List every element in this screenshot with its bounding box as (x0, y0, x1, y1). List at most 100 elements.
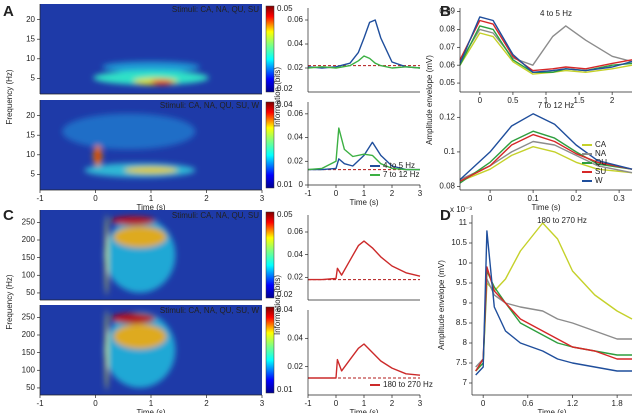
legend-label: 7 to 12 Hz (383, 170, 419, 179)
x-tick-label: 0.6 (522, 399, 534, 408)
x-tick-label: -1 (304, 399, 312, 408)
colorbar (265, 211, 275, 299)
y-tick-label: 0.05 (439, 78, 455, 87)
x-tick-label: 3 (418, 189, 423, 198)
x-tick-label: -1 (36, 194, 44, 203)
y-tick-label: 50 (26, 288, 35, 297)
y-tick-label: 8 (463, 338, 468, 347)
x-tick-label: 0.2 (571, 194, 583, 203)
y-tick-label: 0.04 (287, 133, 303, 142)
x-tick-label: 0.3 (614, 194, 626, 203)
x-tick-label: 3 (418, 399, 423, 408)
chart-title: 7 to 12 Hz (538, 101, 574, 110)
x-tick-label: 2 (390, 189, 395, 198)
x-tick-label: 2 (204, 194, 209, 203)
x-tick-label: 0 (334, 189, 339, 198)
x-tick-label: 0 (478, 96, 483, 105)
x-tick-label: 1 (149, 194, 154, 203)
series-line (307, 19, 421, 69)
x-tick-label: 1.2 (567, 399, 579, 408)
y-tick-label: 100 (22, 270, 36, 279)
panel-label: D (440, 207, 451, 224)
legend-label: QU (595, 158, 607, 167)
heat-blob (124, 166, 178, 174)
y-axis-label: Amplitude envelope (mV) (425, 55, 434, 145)
colorbar-label: 0.04 (277, 305, 293, 314)
x-tick-label: 0.5 (507, 96, 519, 105)
x-tick-label: 1 (149, 399, 154, 408)
y-tick-label: 150 (22, 253, 36, 262)
series-line (308, 141, 420, 171)
heatmap-image (62, 113, 196, 178)
x-axis-label: Time (s) (349, 408, 378, 413)
series-line (459, 113, 633, 181)
colorbar-label: 0.02 (277, 84, 293, 93)
heatmap-image (93, 61, 209, 86)
heat-blob (113, 226, 167, 248)
y-tick-label: 0.04 (287, 250, 303, 259)
y-tick-label: 10.5 (451, 238, 467, 247)
series-line (459, 146, 633, 182)
y-tick-label: 0.02 (287, 272, 303, 281)
y-tick-label: 0.06 (439, 60, 455, 69)
y-tick-label: 5 (31, 169, 36, 178)
x-axis-label: Time (s) (349, 198, 378, 207)
x-tick-label: 0 (334, 399, 339, 408)
series-line (459, 133, 633, 182)
x-tick-label: -1 (304, 189, 312, 198)
legend-label: CA (595, 140, 607, 149)
x-tick-label: 1 (362, 399, 367, 408)
legend-label: 4 to 5 Hz (383, 161, 415, 170)
series-line (459, 19, 633, 72)
y-tick-label: 11 (459, 218, 468, 227)
x-tick-label: 1.5 (574, 96, 586, 105)
x-tick-label: 0 (488, 194, 493, 203)
series-line (475, 230, 632, 376)
x-tick-label: 2 (204, 399, 209, 408)
heatmap-image (104, 309, 176, 391)
series-line (459, 140, 633, 181)
y-multiplier: x 10⁻³ (450, 205, 472, 214)
y-tick-label: 15 (26, 34, 35, 43)
panel-label: A (3, 3, 14, 20)
y-tick-label: 200 (22, 235, 36, 244)
y-tick-label: 8.5 (456, 318, 468, 327)
y-tick-label: 0.08 (439, 182, 455, 191)
y-tick-label: 0.02 (287, 362, 303, 371)
y-axis-label: Information (bits) (273, 275, 282, 335)
y-tick-label: 0.06 (287, 227, 303, 236)
heat-blob (62, 113, 196, 150)
y-tick-label: 100 (22, 365, 36, 374)
heatmap-image (104, 214, 176, 296)
panel-label: C (3, 207, 14, 224)
y-tick-label: 10 (26, 150, 35, 159)
legend-label: 180 to 270 Hz (383, 380, 433, 389)
series-line (459, 32, 633, 75)
x-axis-label: Time (s) (537, 408, 566, 413)
heat-blob (113, 323, 167, 350)
series-line (459, 16, 633, 73)
panel-label: B (440, 3, 451, 20)
heatmap-title: Stimuli: CA, NA, QU, SU, W (160, 101, 260, 110)
series-line (459, 25, 633, 73)
chart-title: 180 to 270 Hz (537, 216, 587, 225)
y-tick-label: 0.04 (287, 39, 303, 48)
x-axis-label: Time (s) (531, 203, 560, 212)
colorbar-label: 0.02 (277, 290, 293, 299)
series-line (459, 130, 633, 184)
y-tick-label: 0.1 (444, 147, 456, 156)
y-axis-label: Information (bits) (273, 67, 282, 127)
x-tick-label: 1 (362, 189, 367, 198)
x-tick-label: 3 (260, 399, 265, 408)
y-tick-label: 250 (22, 312, 36, 321)
colorbar-label: 0.04 (277, 100, 293, 109)
series-line (308, 240, 421, 281)
y-axis-label: Frequency (Hz) (5, 69, 14, 124)
heatmap-title: Stimuli: CA, NA, QU, SU (172, 211, 259, 220)
colorbar-label: 0.05 (277, 4, 293, 13)
series-line (475, 266, 632, 372)
colorbar-label: 0.05 (277, 210, 293, 219)
heatmap-title: Stimuli: CA, NA, QU, SU, W (160, 306, 260, 315)
series-line (307, 127, 420, 171)
series-line (308, 343, 421, 379)
